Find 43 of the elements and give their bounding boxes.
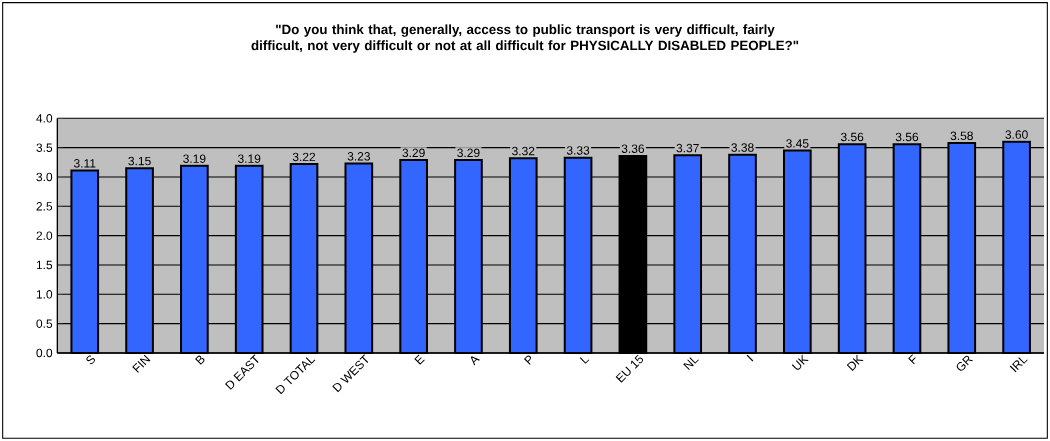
x-tick-label: DK — [846, 354, 864, 371]
data-label: 3.36 — [621, 144, 645, 153]
data-label: 3.11 — [73, 159, 96, 168]
data-label: 3.45 — [786, 139, 809, 148]
y-tick-label: 3.5 — [36, 143, 53, 152]
x-tick-label: IRL — [1009, 357, 1028, 373]
data-label: 3.56 — [840, 132, 864, 142]
chart-title: "Do you think that, generally, access to public transport is very difficult, fairly difficult, not very difficult or not at all difficult for PHYSICALLY DISABLED PEOPLE?" — [251, 24, 799, 53]
y-tick-label: 2.5 — [36, 202, 53, 211]
y-tick-label: 2.0 — [36, 231, 53, 240]
x-tick-label: NL — [683, 357, 699, 370]
x-tick-label: FIN — [132, 354, 151, 373]
x-tick-label: UK — [791, 354, 809, 370]
data-label: 3.32 — [512, 146, 535, 156]
data-label: 3.22 — [292, 152, 316, 162]
y-tick-label: 1.0 — [36, 290, 53, 299]
x-tick-label: B — [195, 355, 205, 365]
x-tick-label: A — [470, 356, 480, 366]
x-tick-label: P — [523, 355, 532, 365]
data-label: 3.38 — [731, 143, 754, 152]
y-tick-label: 3.0 — [36, 172, 53, 182]
x-tick-label: I — [746, 354, 754, 362]
data-label: 3.19 — [237, 154, 261, 163]
data-label: 3.19 — [183, 154, 206, 163]
data-label: 3.58 — [950, 131, 973, 141]
data-label: 3.29 — [457, 148, 480, 158]
x-tick-label: GR — [956, 355, 973, 371]
data-label: 3.23 — [347, 152, 370, 161]
data-label: 3.15 — [128, 156, 151, 166]
x-tick-label: E — [414, 354, 425, 365]
y-tick-label: 4.0 — [36, 114, 53, 123]
x-tick-label: F — [908, 354, 916, 365]
x-tick-label: EU 15 — [615, 354, 644, 383]
y-tick-label: 1.5 — [36, 260, 53, 270]
y-tick-label: 0.5 — [36, 319, 53, 328]
x-tick-label: L — [579, 357, 590, 364]
data-label: 3.29 — [402, 148, 425, 158]
x-tick-label: S — [86, 355, 95, 365]
data-label: 3.56 — [895, 132, 919, 142]
data-label: 3.33 — [566, 146, 590, 155]
data-label: 3.37 — [676, 143, 699, 153]
y-tick-label: 0.0 — [36, 348, 53, 358]
data-label: 3.60 — [1005, 130, 1028, 139]
